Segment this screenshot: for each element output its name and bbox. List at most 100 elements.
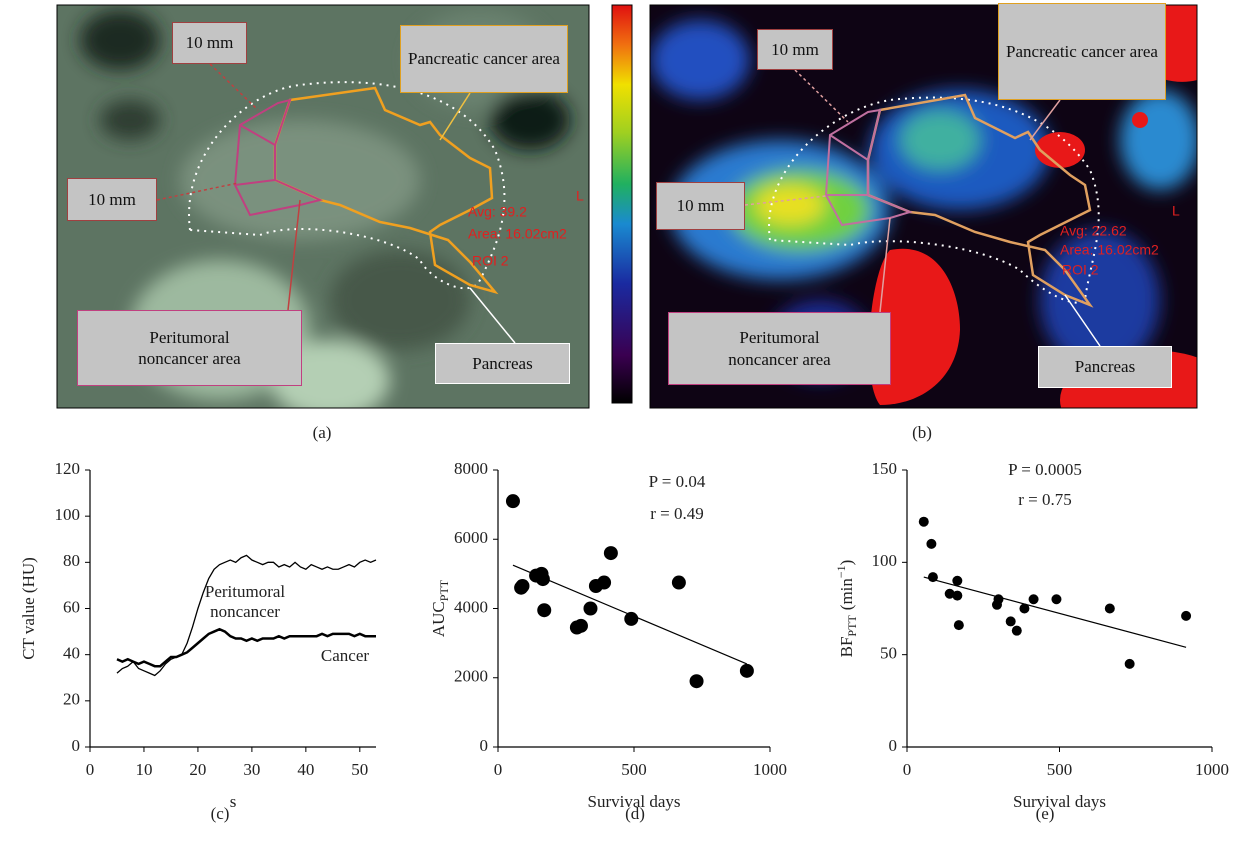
point bbox=[1029, 594, 1039, 604]
scale-label: 10 mm bbox=[67, 178, 157, 221]
x-tick-label: 500 bbox=[1047, 760, 1073, 779]
y-tick-label: 20 bbox=[63, 690, 80, 709]
caption: (e) bbox=[1036, 804, 1055, 823]
point bbox=[952, 591, 962, 601]
x-tick-label: 40 bbox=[297, 760, 314, 779]
caption: (d) bbox=[625, 804, 645, 823]
y-tick-label: 0 bbox=[480, 736, 489, 755]
roi-text: Avg: 39.2 bbox=[468, 204, 527, 220]
scale-left-text: 10 mm bbox=[67, 178, 157, 221]
x-tick-label: 0 bbox=[494, 760, 503, 779]
x-tick-label: 10 bbox=[135, 760, 152, 779]
point bbox=[954, 620, 964, 630]
stat-annotation: P = 0.04 bbox=[649, 472, 706, 491]
y-tick-label: 100 bbox=[872, 551, 898, 570]
series-annotation-text: Cancer bbox=[310, 646, 380, 666]
pancreas-label: Pancreas bbox=[435, 343, 570, 384]
y-axis-label-part: (min bbox=[837, 578, 856, 611]
point bbox=[672, 576, 686, 590]
scale-label: 10 mm bbox=[656, 182, 745, 230]
point bbox=[597, 576, 611, 590]
point bbox=[1051, 594, 1061, 604]
scale-label: 10 mm bbox=[757, 29, 833, 70]
x-tick-label: 1000 bbox=[753, 760, 787, 779]
peritumoral-label-text: Peritumoral noncancer area bbox=[77, 310, 302, 386]
roi-text: Area: 16.02cm2 bbox=[468, 226, 567, 242]
y-tick-label: 8000 bbox=[454, 459, 488, 478]
point bbox=[624, 612, 638, 626]
y-tick-label: 0 bbox=[72, 736, 81, 755]
peritumoral-label: Peritumoral noncancer area bbox=[668, 312, 891, 385]
y-tick-label: 80 bbox=[63, 551, 80, 570]
y-tick-label: 0 bbox=[889, 736, 898, 755]
point bbox=[1181, 611, 1191, 621]
scale-top-text: 10 mm bbox=[172, 22, 247, 64]
caption: (c) bbox=[211, 804, 230, 823]
x-tick-label: 500 bbox=[621, 760, 647, 779]
stat-annotation: r = 0.49 bbox=[650, 504, 704, 523]
y-tick-label: 50 bbox=[880, 644, 897, 663]
cancer-label-text: Pancreatic cancer area bbox=[998, 3, 1166, 100]
point bbox=[1125, 659, 1135, 669]
fit-line bbox=[924, 577, 1186, 647]
series-annotation: Cancer bbox=[310, 646, 380, 696]
page: 10 mm Pancreatic cancer area 10 mm Perit… bbox=[0, 0, 1237, 858]
peritumoral-label-text: Peritumoral noncancer area bbox=[668, 312, 891, 385]
pancreas-label-text: Pancreas bbox=[435, 343, 570, 384]
point bbox=[604, 546, 618, 560]
point bbox=[574, 619, 588, 633]
x-tick-label: 20 bbox=[189, 760, 206, 779]
roi-text: ROI 2 bbox=[1062, 262, 1099, 278]
point bbox=[1006, 616, 1016, 626]
point bbox=[1012, 626, 1022, 636]
x-tick-label: 30 bbox=[243, 760, 260, 779]
point bbox=[583, 602, 597, 616]
y-axis-label-part: AUC bbox=[429, 601, 448, 637]
pancreas-label: Pancreas bbox=[1038, 346, 1172, 388]
x-tick-label: 50 bbox=[351, 760, 368, 779]
y-axis-label: CT value (HU) bbox=[19, 557, 38, 660]
y-tick-label: 4000 bbox=[454, 597, 488, 616]
y-axis-label-part: −1 bbox=[834, 565, 848, 578]
caption: (b) bbox=[912, 423, 932, 442]
y-axis-label: AUCPTT bbox=[429, 579, 451, 637]
x-tick-label: 1000 bbox=[1195, 760, 1229, 779]
stat-annotation: r = 0.75 bbox=[1018, 490, 1072, 509]
y-tick-label: 60 bbox=[63, 597, 80, 616]
pancreas-label-text: Pancreas bbox=[1038, 346, 1172, 388]
point bbox=[919, 517, 929, 527]
y-axis-label-part: ) bbox=[837, 560, 856, 566]
roi-text: Area: 16.02cm2 bbox=[1060, 242, 1159, 258]
x-tick-label: 0 bbox=[86, 760, 95, 779]
y-axis-label-part: PTT bbox=[845, 615, 859, 637]
point bbox=[537, 603, 551, 617]
caption: (a) bbox=[313, 423, 332, 442]
point bbox=[740, 664, 754, 678]
peritumoral-label: Peritumoral noncancer area bbox=[77, 310, 302, 386]
y-axis-label-part: PTT bbox=[437, 579, 451, 601]
y-axis-label: BFPTT (min−1) bbox=[834, 560, 859, 658]
x-axis-label: Survival days bbox=[1013, 792, 1106, 811]
y-tick-label: 150 bbox=[872, 459, 898, 478]
y-tick-label: 2000 bbox=[454, 667, 488, 686]
roi-text: ROI 2 bbox=[472, 253, 509, 269]
cancer-label: Pancreatic cancer area bbox=[400, 25, 568, 93]
point bbox=[690, 674, 704, 688]
orientation-text: L bbox=[576, 188, 584, 204]
point bbox=[1105, 604, 1115, 614]
orientation-text: L bbox=[1172, 203, 1180, 219]
y-tick-label: 100 bbox=[55, 505, 81, 524]
y-tick-label: 6000 bbox=[454, 528, 488, 547]
cancer-label-text: Pancreatic cancer area bbox=[400, 25, 568, 93]
scale-label: 10 mm bbox=[172, 22, 247, 64]
y-axis-label-part: BF bbox=[837, 637, 856, 658]
x-axis-label: s bbox=[230, 792, 237, 811]
scale-left-text: 10 mm bbox=[656, 182, 745, 230]
scale-top-text: 10 mm bbox=[757, 29, 833, 70]
point bbox=[515, 579, 529, 593]
point bbox=[926, 539, 936, 549]
stat-annotation: P = 0.0005 bbox=[1008, 460, 1082, 479]
point bbox=[536, 572, 550, 586]
y-tick-label: 120 bbox=[55, 459, 81, 478]
series-annotation-text: Peritumoral noncancer bbox=[185, 582, 305, 623]
